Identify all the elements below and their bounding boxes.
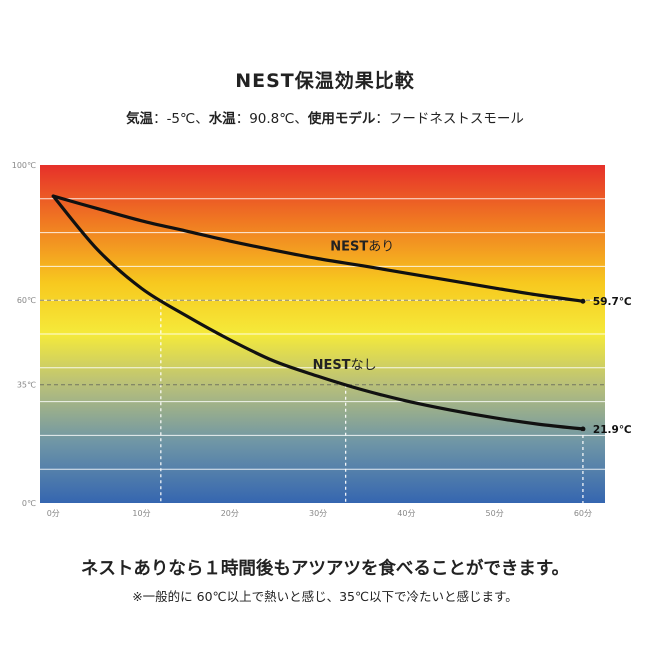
comma-1: 、 [195, 111, 209, 127]
series-end-point [580, 426, 586, 432]
series-name-bold: NEST [330, 240, 368, 255]
comma-2: 、 [294, 111, 308, 127]
series-end-label: 21.9℃ [593, 424, 632, 436]
temperature-chart: 0℃ 35℃ 60℃ 100℃ 0分 10分 20分 30分 40分 50分 60分 59.7℃ N… [12, 161, 632, 518]
x-tick-label: 20分 [221, 509, 239, 518]
x-axis-ticks: 0分 10分 20分 30分 40分 50分 60分 [47, 509, 592, 518]
y-axis-ticks: 0℃ 35℃ 60℃ 100℃ [12, 161, 36, 508]
series-line-nest-ari [51, 194, 585, 303]
x-tick-label: 50分 [486, 509, 504, 518]
x-tick-label: 30分 [309, 509, 327, 518]
air-temp-sep: ： [153, 111, 167, 127]
y-tick-label: 60℃ [17, 296, 36, 305]
series-end-point [580, 298, 586, 304]
y-tick-label: 0℃ [22, 499, 36, 508]
water-temp-sep: ： [235, 111, 250, 127]
water-temp-label: 水温 [208, 111, 236, 127]
series-lines [51, 194, 586, 432]
conditions-line: 気温：-5℃、水温：90.8℃、使用モデル：フードネストスモール [0, 107, 650, 127]
series-name-label: NESTなし [313, 358, 377, 373]
model-sep: ： [375, 111, 389, 127]
chart-title: NEST保温効果比較 [235, 70, 415, 92]
series-line-nest-nashi [51, 194, 585, 431]
series-name-label: NESTあり [330, 240, 394, 255]
air-temp-value: -5℃ [166, 111, 196, 127]
model-value: フードネストスモール [388, 111, 524, 127]
series-name-rest: あり [368, 240, 394, 255]
y-tick-label: 35℃ [17, 381, 36, 390]
water-temp-value: 90.8℃ [249, 111, 295, 127]
x-tick-label: 60分 [574, 509, 592, 518]
vertical-grid [160, 300, 584, 503]
reference-lines [40, 299, 605, 386]
air-temp-label: 気温 [126, 111, 154, 127]
x-tick-label: 10分 [132, 509, 150, 518]
series-name-rest: なし [351, 358, 377, 373]
footnote-text: ※一般的に 60℃以上で熱いと感じ、35℃以下で冷たいと感じます。 [132, 589, 518, 604]
headline-text: ネストありなら１時間後もアツアツを食べることができます。 [80, 559, 570, 579]
model-label: 使用モデル [307, 111, 376, 127]
series-name-bold: NEST [313, 358, 351, 373]
x-tick-label: 0分 [47, 509, 60, 518]
series-end-label: 59.7℃ [593, 296, 632, 308]
y-tick-label: 100℃ [12, 161, 36, 170]
x-tick-label: 40分 [397, 509, 415, 518]
